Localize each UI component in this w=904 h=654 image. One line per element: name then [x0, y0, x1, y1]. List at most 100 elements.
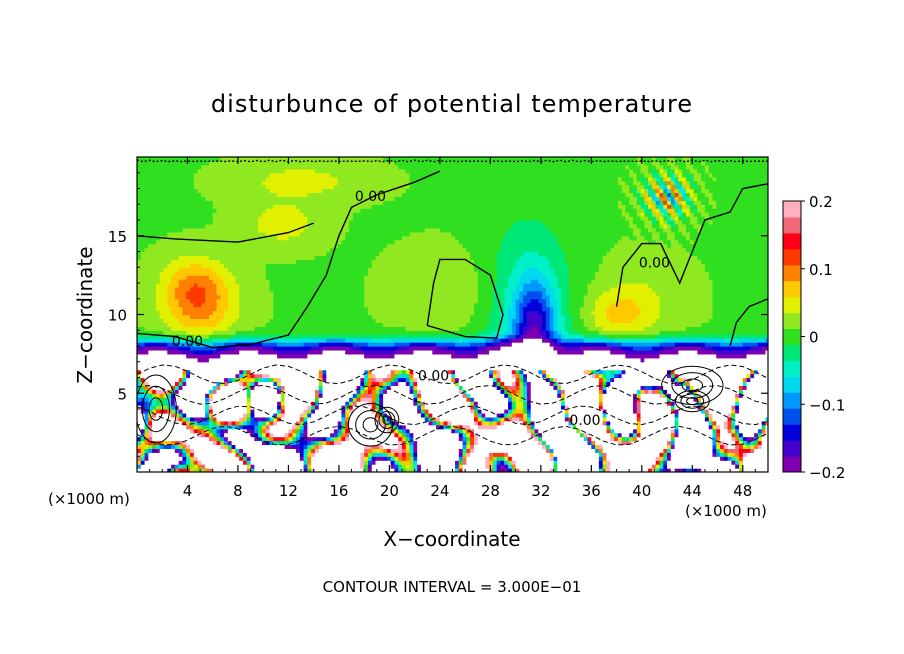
heatmap-cell	[708, 436, 714, 442]
heatmap-cell	[314, 409, 320, 414]
heatmap-cell	[750, 357, 755, 363]
heatmap-cell	[655, 393, 661, 398]
heatmap-cell	[602, 393, 608, 398]
heatmap-cell	[333, 452, 339, 457]
heatmap-cell	[708, 424, 714, 430]
heatmap-cell	[523, 409, 528, 414]
heatmap-cell	[704, 397, 710, 402]
heatmap-cell	[708, 353, 714, 359]
heatmap-cell	[402, 365, 407, 371]
heatmap-cell	[685, 365, 691, 371]
heatmap-cell	[704, 369, 710, 375]
heatmap-cell	[462, 409, 467, 414]
heatmap-cell	[212, 436, 218, 442]
heatmap-cell	[670, 389, 676, 394]
heatmap-cell	[549, 416, 555, 422]
heatmap-cell	[197, 440, 202, 446]
heatmap-cell	[564, 373, 570, 379]
heatmap-cell	[523, 361, 528, 367]
heatmap-cell	[239, 436, 244, 442]
heatmap-cell	[144, 468, 149, 472]
heatmap-cell	[557, 361, 562, 367]
heatmap-cell	[553, 373, 558, 379]
heatmap-cell	[205, 440, 210, 446]
heatmap-cell	[651, 436, 657, 442]
heatmap-cell	[443, 440, 449, 446]
heatmap-cell	[515, 456, 520, 461]
heatmap-cell	[417, 448, 422, 453]
heatmap-cell	[572, 401, 577, 406]
heatmap-cell	[280, 397, 286, 402]
heatmap-cell	[508, 397, 513, 402]
heatmap-cell	[159, 448, 165, 453]
heatmap-cell	[292, 361, 297, 367]
heatmap-cell	[591, 389, 596, 394]
heatmap-cell	[697, 432, 702, 438]
heatmap-cell	[220, 369, 225, 375]
heatmap-cell	[678, 377, 683, 383]
heatmap-cell	[383, 456, 388, 461]
heatmap-cell	[632, 456, 638, 461]
heatmap-cell	[417, 353, 422, 359]
heatmap-cell	[606, 436, 611, 442]
heatmap-cell	[451, 409, 456, 414]
heatmap-cell	[651, 393, 657, 398]
heatmap-cell	[243, 436, 248, 442]
heatmap-cell	[746, 377, 751, 383]
heatmap-cell	[330, 397, 335, 402]
heatmap-cell	[576, 452, 581, 457]
heatmap-cell	[254, 456, 259, 461]
heatmap-cell	[458, 424, 464, 430]
heatmap-cell	[227, 440, 233, 446]
heatmap-cell	[621, 468, 626, 472]
heatmap-cell	[152, 460, 157, 465]
heatmap-cell	[352, 416, 358, 422]
heatmap-cell	[208, 452, 214, 457]
heatmap-cell	[757, 397, 763, 402]
heatmap-cell	[738, 436, 744, 442]
heatmap-cell	[239, 412, 244, 418]
heatmap-cell	[265, 444, 271, 449]
heatmap-cell	[420, 416, 426, 422]
heatmap-cell	[549, 440, 555, 446]
heatmap-cell	[280, 468, 286, 472]
heatmap-cell	[697, 464, 702, 469]
heatmap-cell	[462, 357, 467, 363]
heatmap-cell	[526, 373, 532, 379]
heatmap-cell	[333, 369, 339, 375]
heatmap-cell	[689, 393, 695, 398]
heatmap-cell	[651, 416, 657, 422]
heatmap-cell	[144, 369, 149, 375]
heatmap-cell	[587, 452, 592, 457]
heatmap-cell	[598, 409, 604, 414]
heatmap-cell	[424, 432, 430, 438]
heatmap-cell	[402, 389, 407, 394]
heatmap-cell	[296, 448, 301, 453]
heatmap-cell	[587, 464, 592, 469]
heatmap-cell	[617, 452, 623, 457]
heatmap-cell	[224, 436, 229, 442]
heatmap-cell	[685, 456, 691, 461]
heatmap-cell	[470, 369, 475, 375]
heatmap-cell	[678, 456, 683, 461]
heatmap-cell	[212, 405, 218, 410]
heatmap-cell	[224, 448, 229, 453]
heatmap-cell	[250, 412, 255, 418]
heatmap-cell	[288, 401, 293, 406]
heatmap-cell	[519, 373, 524, 379]
heatmap-cell	[386, 365, 392, 371]
heatmap-cell	[148, 357, 153, 363]
heatmap-cell	[492, 353, 498, 359]
heatmap-cell	[708, 416, 714, 422]
heatmap-cell	[227, 409, 233, 414]
heatmap-cell	[629, 440, 634, 446]
heatmap-cell	[458, 448, 464, 453]
heatmap-cell	[682, 365, 687, 371]
heatmap-cell	[557, 452, 562, 457]
heatmap-cell	[436, 424, 441, 430]
heatmap-cell	[174, 444, 180, 449]
heatmap-cell	[349, 436, 354, 442]
heatmap-cell	[746, 365, 751, 371]
heatmap-cell	[716, 397, 721, 402]
heatmap-cell	[205, 412, 210, 418]
